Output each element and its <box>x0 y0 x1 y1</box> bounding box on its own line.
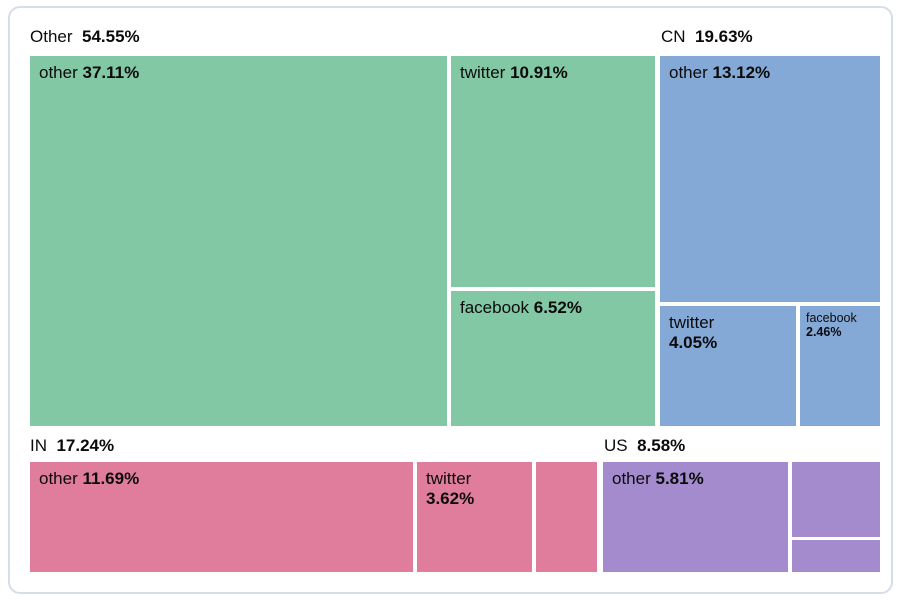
group-value: 8.58% <box>637 436 686 455</box>
group-value: 17.24% <box>56 436 115 455</box>
node-label: other 5.81% <box>603 462 788 496</box>
node-name: twitter <box>669 313 715 332</box>
group-header-other: Other 54.55% <box>30 27 140 47</box>
node-value: 6.52% <box>533 298 582 317</box>
treemap-node-cn-other[interactable]: other 13.12% <box>660 56 880 302</box>
group-label: IN <box>30 436 52 455</box>
treemap-node-us-other[interactable]: other 5.81% <box>603 462 788 572</box>
node-value: 11.69% <box>82 469 140 488</box>
node-name: other <box>39 63 78 82</box>
node-label: twitter 3.62% <box>417 462 532 516</box>
node-value: 5.81% <box>655 469 704 488</box>
node-name: twitter <box>426 469 472 488</box>
node-label: twitter 10.91% <box>451 56 655 90</box>
node-name: facebook <box>460 298 529 317</box>
treemap-node-other-twitter[interactable]: twitter 10.91% <box>451 56 655 287</box>
group-label: US <box>604 436 633 455</box>
node-value: 4.05% <box>669 333 718 353</box>
node-label: other 13.12% <box>660 56 880 90</box>
treemap-node-other-facebook[interactable]: facebook 6.52% <box>451 291 655 426</box>
treemap-node-cn-facebook[interactable]: facebook 2.46% <box>800 306 880 426</box>
group-header-us: US 8.58% <box>604 436 685 456</box>
group-label: Other <box>30 27 78 46</box>
treemap-node-in-other[interactable]: other 11.69% <box>30 462 413 572</box>
node-name: twitter <box>460 63 506 82</box>
node-name: other <box>612 469 651 488</box>
node-value: 13.12% <box>712 63 771 82</box>
node-value: 37.11% <box>82 63 140 82</box>
treemap-node-in-twitter[interactable]: twitter 3.62% <box>417 462 532 572</box>
node-value: 3.62% <box>426 489 475 509</box>
treemap-node-cn-twitter[interactable]: twitter 4.05% <box>660 306 796 426</box>
node-label: facebook 2.46% <box>800 306 880 345</box>
group-label: CN <box>661 27 691 46</box>
group-value: 19.63% <box>695 27 753 46</box>
treemap-node-us-unlabeled[interactable] <box>792 462 880 537</box>
treemap-node-in-unlabeled[interactable] <box>536 462 597 572</box>
node-value: 2.46% <box>806 325 842 340</box>
node-name: other <box>669 63 708 82</box>
group-header-cn: CN 19.63% <box>661 27 753 47</box>
node-name: other <box>39 469 78 488</box>
treemap-node-us-unlabeled[interactable] <box>792 540 880 572</box>
group-value: 54.55% <box>81 27 140 46</box>
node-name: facebook <box>806 311 857 325</box>
treemap-node-other-other[interactable]: other 37.11% <box>30 56 447 426</box>
node-label: other 11.69% <box>30 462 413 496</box>
node-label: other 37.11% <box>30 56 447 90</box>
node-value: 10.91% <box>510 63 568 82</box>
node-label: facebook 6.52% <box>451 291 655 325</box>
node-label: twitter 4.05% <box>660 306 796 360</box>
group-header-in: IN 17.24% <box>30 436 114 456</box>
